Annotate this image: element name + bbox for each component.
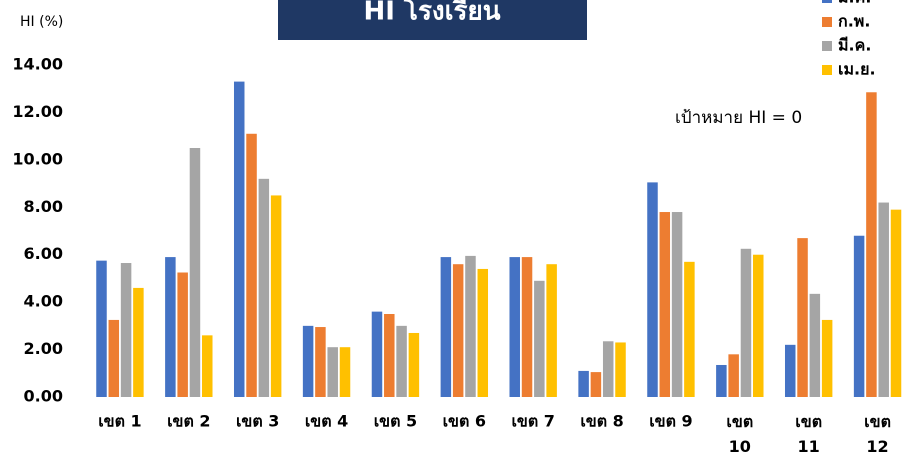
bar [716, 364, 727, 397]
y-tick-label: 12.00 [12, 102, 63, 121]
bar [578, 370, 589, 397]
bar [384, 314, 395, 397]
x-tick-label: เขต 3 [236, 412, 280, 431]
annotation: เป้าหมาย HI = 0 [675, 108, 802, 128]
bar [96, 260, 107, 397]
bar [890, 209, 902, 397]
bar [165, 257, 176, 397]
bar [509, 257, 520, 397]
legend-swatch [822, 41, 832, 51]
bar [133, 287, 144, 397]
bar [821, 319, 833, 397]
y-tick-label: 8.00 [24, 197, 63, 216]
bar [753, 254, 764, 397]
x-tick-label: เขต 8 [580, 412, 624, 431]
bar [120, 263, 132, 397]
bar [258, 178, 270, 397]
legend-label: ก.พ. [838, 12, 870, 31]
title-box [278, 0, 587, 40]
bar [615, 342, 626, 397]
bar [546, 264, 557, 397]
x-tick-label: เขต 1 [98, 412, 142, 431]
bar [465, 255, 476, 397]
bar [189, 148, 201, 397]
bar [233, 81, 245, 397]
x-tick-label: เขต 11 [795, 412, 822, 456]
legend-swatch [822, 17, 832, 27]
x-tick-label: เขต 4 [305, 412, 349, 431]
y-tick-label: 4.00 [24, 292, 63, 311]
bar [797, 238, 808, 397]
bar [246, 133, 257, 397]
legend-label: ม.ค. [838, 0, 871, 7]
bar [866, 92, 877, 398]
bar [878, 202, 889, 397]
bar [784, 344, 796, 397]
legend-swatch [822, 0, 832, 3]
bar [534, 280, 545, 397]
bar [327, 347, 338, 397]
legend-label: มี.ค. [838, 36, 871, 55]
x-tick-label: เขต 5 [374, 412, 418, 431]
bar [202, 335, 213, 397]
x-tick-label: เขต 2 [167, 412, 211, 431]
bar [396, 325, 407, 397]
legend-swatch [822, 65, 832, 75]
bar [728, 354, 739, 397]
bar [339, 347, 351, 397]
x-tick-label: เขต 12 [864, 412, 891, 456]
bar [684, 261, 695, 397]
bar [590, 372, 602, 397]
bar [477, 268, 489, 397]
bar [315, 327, 326, 397]
bar [452, 264, 464, 397]
bar [371, 311, 383, 397]
y-tick-label: 2.00 [24, 339, 63, 358]
bar [108, 319, 120, 397]
bar [521, 257, 533, 397]
y-axis-label: HI (%) [20, 14, 63, 30]
y-tick-label: 14.00 [12, 55, 63, 74]
x-tick-label: เขต 6 [443, 412, 487, 431]
bar [440, 257, 452, 397]
bar [659, 212, 671, 397]
x-tick-label: เขต 7 [511, 412, 555, 431]
legend-label: เม.ย. [838, 60, 876, 79]
chart-title: HI โรงเรียน [364, 0, 501, 27]
bar [809, 293, 821, 397]
bar [408, 332, 420, 397]
y-tick-label: 0.00 [24, 387, 63, 406]
bar [302, 325, 314, 397]
x-tick-label: เขต 9 [649, 412, 693, 431]
y-tick-label: 10.00 [12, 149, 63, 168]
bar [671, 212, 683, 397]
bar [270, 195, 282, 397]
bar [740, 248, 752, 397]
bar [177, 272, 188, 397]
bar [647, 182, 658, 397]
bar [853, 235, 865, 397]
y-tick-label: 6.00 [24, 244, 63, 263]
bar [602, 341, 614, 397]
x-tick-label: เขต 10 [726, 412, 753, 456]
